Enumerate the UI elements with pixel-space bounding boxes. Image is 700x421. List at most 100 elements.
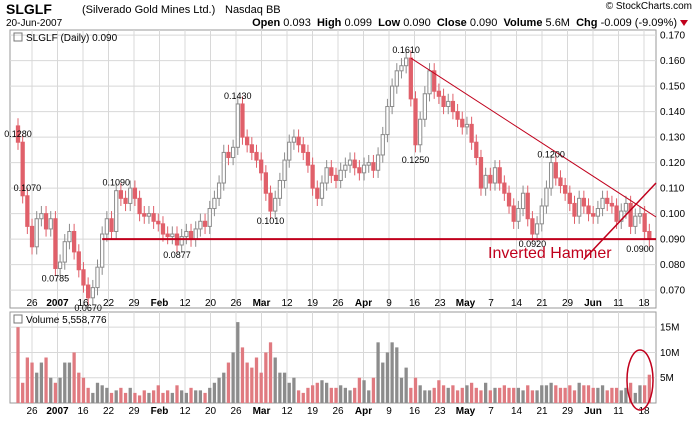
candle-body: [184, 230, 189, 238]
price-tick-label: 0.110: [660, 184, 685, 195]
candle-body: [132, 187, 138, 199]
volume-x-tick-label: 7: [488, 406, 494, 417]
candle-body: [530, 218, 535, 235]
volume-bar: [418, 385, 422, 403]
candle-body: [34, 218, 39, 248]
volume-bar: [544, 385, 549, 403]
candle-body: [619, 210, 624, 222]
candle-body: [506, 192, 512, 207]
volume-bar: [535, 390, 539, 403]
candle-body: [179, 236, 184, 246]
price-tick-label: 0.090: [660, 235, 685, 246]
candle-body: [450, 100, 456, 113]
volume-bar: [222, 372, 226, 403]
volume-bar: [137, 395, 142, 403]
volume-bar: [474, 387, 478, 403]
volume-bar: [498, 387, 502, 403]
high-label: High: [316, 17, 342, 29]
volume-x-tick-label: Apr: [355, 406, 372, 417]
price-tick-label: 0.100: [660, 209, 685, 220]
candle-body: [57, 261, 63, 269]
candle-body: [558, 177, 563, 187]
x-tick-label: 9: [386, 298, 392, 309]
x-tick-label: Jun: [584, 298, 602, 309]
candle-body: [446, 100, 451, 108]
volume-bar: [343, 387, 347, 403]
volume-bar: [526, 385, 530, 403]
x-tick-label: 26: [332, 298, 344, 309]
volume-bar: [582, 385, 586, 403]
volume-bar: [212, 382, 217, 403]
candle-body: [62, 241, 67, 263]
x-tick-label: 11: [613, 298, 624, 309]
candle-body: [71, 230, 77, 253]
candle-body: [20, 141, 25, 197]
volume-bar: [568, 385, 572, 403]
candle-body: [347, 159, 353, 166]
candle-body: [333, 174, 339, 181]
candle-body: [502, 182, 507, 194]
candle-body: [165, 233, 170, 238]
candle-body: [455, 111, 460, 120]
volume-bar: [166, 390, 170, 403]
candle-body: [230, 146, 236, 159]
candle-body: [310, 164, 315, 189]
volume-bar: [399, 377, 404, 403]
volume-bar: [53, 382, 58, 403]
volume-bar: [194, 390, 198, 403]
volume-bar: [446, 387, 450, 403]
volume-bar: [250, 367, 254, 403]
chg-label: Chg: [576, 17, 598, 29]
x-tick-label: 22: [103, 298, 115, 309]
volume-bar: [315, 382, 319, 403]
candle-body: [399, 65, 404, 72]
price-annotation: 0.1070: [14, 183, 42, 193]
x-tick-label: Mar: [253, 298, 271, 309]
candle-body: [628, 202, 633, 227]
candle-body: [207, 208, 212, 227]
volume-bar: [395, 347, 399, 403]
x-tick-label: 26: [230, 298, 242, 309]
x-tick-label: Apr: [355, 298, 372, 309]
candle-body: [137, 197, 142, 215]
candle-body: [67, 230, 72, 243]
price-panel-frame: [9, 29, 657, 309]
price-annotation: 0.1250: [402, 155, 430, 165]
candle-body: [389, 85, 395, 108]
candle-body: [436, 90, 442, 97]
volume-bar: [21, 382, 25, 403]
volume-bar: [58, 377, 62, 403]
volume-bar: [610, 387, 614, 403]
x-tick-label: 14: [511, 298, 523, 309]
volume-bar: [25, 357, 29, 403]
volume-bar: [624, 387, 628, 403]
candle-body: [287, 141, 292, 161]
candle-body: [156, 220, 161, 225]
candle-body: [418, 118, 423, 146]
volume-bar: [577, 382, 581, 403]
volume-bar: [282, 372, 287, 403]
resistance-trendline: [410, 57, 657, 218]
inverted-hammer-label: Inverted Hammer: [488, 245, 612, 262]
candle-body: [591, 213, 596, 217]
candle-body: [605, 197, 610, 204]
volume-x-tick-label: 29: [128, 406, 140, 417]
volume-x-tick-label: 12: [179, 406, 191, 417]
volume-bar: [226, 362, 231, 403]
candle-body: [544, 187, 549, 207]
volume-bar: [189, 387, 193, 403]
price-annotation: 0.1280: [4, 129, 32, 139]
volume-bar: [240, 347, 245, 403]
volume-bar: [572, 390, 577, 403]
candle-body: [464, 123, 470, 128]
volume-bar: [287, 382, 291, 403]
volume-bar: [385, 352, 390, 403]
low-value: 0.090: [403, 17, 431, 29]
price-annotation: 0.0877: [163, 250, 191, 260]
candle-body: [291, 136, 297, 143]
volume-bar: [325, 382, 329, 403]
candle-body: [151, 213, 156, 222]
volume-bar: [63, 362, 67, 403]
candle-body: [488, 174, 493, 184]
volume-bar: [184, 392, 188, 403]
